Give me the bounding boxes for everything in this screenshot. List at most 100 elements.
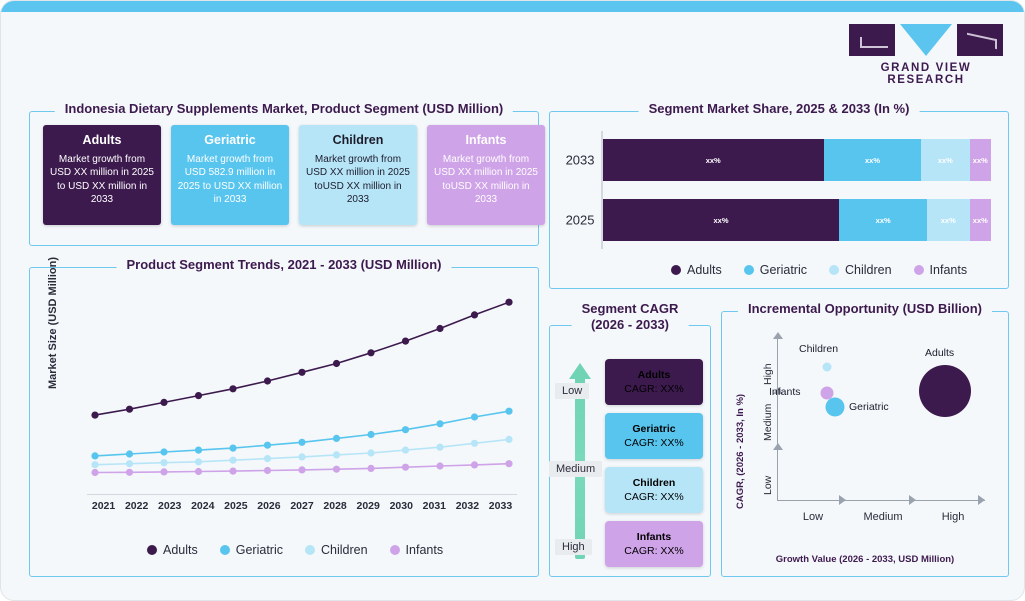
trends-x-tick: 2030: [389, 500, 413, 512]
cagr-item-children: Children CAGR: XX%: [605, 467, 703, 513]
bubble-label-infants: Infants: [769, 386, 801, 398]
segment-market-share-panel: Segment Market Share, 2025 & 2033 (In %)…: [549, 101, 1009, 289]
opportunity-y-axis: [777, 335, 779, 501]
y-tick-arrow-medium-icon: [772, 387, 783, 394]
legend-item-infants: Infants: [913, 263, 968, 277]
trends-x-tick: 2023: [158, 500, 182, 512]
legend-dot-icon: [671, 265, 681, 275]
trends-y-axis-label: Market Size (USD Million): [47, 256, 59, 389]
logo-r-icon: [957, 24, 1003, 56]
y-tick-arrow-low-icon: [772, 443, 783, 450]
opportunity-yscale-low: Low: [762, 475, 774, 495]
cagr-scale-medium: Medium: [549, 461, 603, 477]
brand-name: GRAND VIEW RESEARCH: [880, 62, 972, 86]
legend-dot-icon: [743, 265, 754, 275]
legend-label: Adults: [163, 543, 198, 557]
share-plot-area: 2033 xx% xx% xx% xx% 2025 xx% xx% xx% xx…: [566, 131, 992, 249]
segment-card-adults: Adults Market growth from USD XX million…: [43, 125, 161, 225]
legend-label: Infants: [929, 263, 968, 277]
legend-dot-icon: [913, 265, 924, 275]
incremental-opportunity-title: Incremental Opportunity (USD Billion): [737, 301, 993, 318]
segment-card-title: Infants: [465, 133, 507, 147]
x-tick-arrow-low-icon: [839, 494, 846, 505]
bubble-label-geriatric: Geriatric: [849, 401, 889, 413]
share-bar-2033: 2033 xx% xx% xx% xx%: [566, 139, 992, 181]
share-segment-infants: xx%: [969, 199, 991, 241]
legend-item-geriatric: Geriatric: [743, 263, 807, 277]
legend-item-infants: Infants: [389, 543, 443, 557]
trends-x-tick: 2024: [191, 500, 215, 512]
segment-cagr-title-line1: Segment CAGR: [581, 301, 679, 316]
cagr-item-list: Adults CAGR: XX% Geriatric CAGR: XX% Chi…: [605, 359, 703, 575]
opportunity-xscale-low: Low: [802, 511, 824, 523]
trends-x-tick: 2025: [224, 500, 248, 512]
cagr-item-name: Infants: [636, 530, 672, 543]
trends-line-svg: [91, 298, 513, 477]
opportunity-xscale-medium: Medium: [863, 511, 903, 523]
bubble-label-children: Children: [799, 343, 839, 355]
segment-card-infants: Infants Market growth from USD XX millio…: [427, 125, 545, 225]
bubble-infants: [820, 386, 834, 400]
trends-x-tick: 2027: [290, 500, 314, 512]
legend-item-adults: Adults: [671, 263, 722, 277]
trends-x-tick: 2033: [488, 500, 513, 512]
trends-x-tick: 2028: [323, 500, 347, 512]
share-category-label: 2025: [565, 212, 595, 228]
legend-dot-icon: [219, 545, 230, 555]
opportunity-yscale-high: High: [762, 363, 774, 385]
logo-v-icon: [900, 24, 952, 56]
trends-x-tick: 2031: [422, 500, 446, 512]
legend-label: Children: [844, 263, 892, 277]
legend-item-adults: Adults: [147, 543, 198, 557]
legend-item-geriatric: Geriatric: [219, 543, 283, 557]
trends-plot-area: [87, 285, 517, 495]
share-legend: Adults Geriatric Children Infants: [671, 263, 967, 277]
legend-item-children: Children: [828, 263, 892, 277]
trends-x-tick: 2032: [455, 500, 480, 512]
cagr-item-infants: Infants CAGR: XX%: [605, 521, 703, 567]
opportunity-y-axis-label: CAGR, (2026 - 2033, In %): [735, 393, 746, 509]
legend-dot-icon: [389, 545, 400, 555]
y-tick-arrow-high-icon: [772, 332, 783, 339]
cagr-item-name: Geriatric: [632, 422, 676, 435]
cagr-item-name: Children: [632, 476, 676, 489]
opportunity-x-axis: [777, 499, 985, 501]
opportunity-xscale-high: High: [941, 511, 965, 523]
segment-card-body: Market growth from USD XX million in 202…: [306, 154, 410, 205]
segment-card-title: Adults: [82, 133, 122, 147]
segment-card-body: Market growth from USD XX million in 202…: [434, 154, 538, 205]
bubble-children: [822, 362, 832, 372]
brand-logo: GRAND VIEW RESEARCH: [846, 23, 1006, 86]
share-segment-infants: xx%: [969, 139, 991, 181]
segment-cagr-panel: Segment CAGR (2026 - 2033) Low Medium Hi…: [549, 301, 711, 577]
product-segment-panel-title: Indonesia Dietary Supplements Market, Pr…: [54, 101, 514, 118]
x-tick-arrow-medium-icon: [909, 494, 916, 505]
legend-label: Adults: [687, 263, 722, 277]
legend-item-children: Children: [304, 543, 368, 557]
cagr-item-value: CAGR: XX%: [624, 491, 684, 503]
segment-card-title: Geriatric: [204, 133, 256, 147]
share-segment-geriatric: xx%: [839, 199, 927, 241]
cagr-scale-high: High: [555, 539, 592, 555]
segment-market-share-title: Segment Market Share, 2025 & 2033 (In %): [638, 101, 920, 118]
segment-card-body: Market growth from USD 582.9 million in …: [177, 154, 283, 205]
opportunity-plot-area: High Medium Low Low Medium High Children…: [762, 332, 985, 525]
bubble-adults: [919, 365, 971, 417]
arrow-head-icon: [569, 363, 591, 379]
cagr-item-adults: Adults CAGR: XX%: [605, 359, 703, 405]
share-segment-geriatric: xx%: [823, 139, 922, 181]
opportunity-x-axis-label: Growth Value (2026 - 2033, USD Million): [775, 554, 955, 565]
segment-card-list: Adults Market growth from USD XX million…: [43, 125, 545, 225]
trends-legend: Adults Geriatric Children Infants: [147, 543, 443, 557]
product-segment-trends-title: Product Segment Trends, 2021 - 2033 (USD…: [116, 257, 452, 274]
trends-x-axis: [87, 493, 517, 495]
legend-dot-icon: [304, 545, 315, 555]
incremental-opportunity-panel: Incremental Opportunity (USD Billion) CA…: [721, 301, 1009, 577]
trends-x-tick: 2029: [356, 500, 380, 512]
legend-label: Children: [320, 543, 368, 557]
legend-dot-icon: [147, 545, 157, 555]
x-tick-arrow-high-icon: [978, 494, 985, 505]
cagr-item-name: Adults: [637, 368, 671, 381]
cagr-item-value: CAGR: XX%: [624, 545, 684, 557]
